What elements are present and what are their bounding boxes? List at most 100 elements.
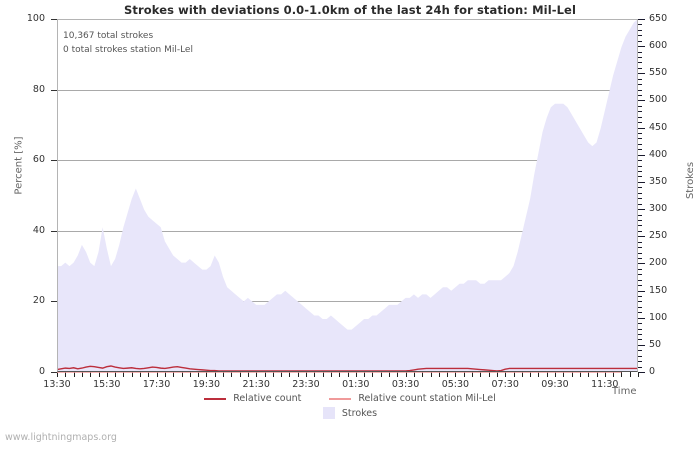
x-axis-tick-15:10	[99, 372, 100, 377]
legend-item-strokes[interactable]: Strokes	[322, 407, 377, 419]
y-axis-right-tick-590	[638, 52, 642, 53]
y-axis-left-tick-40	[51, 231, 57, 232]
x-axis-tick-19:50	[215, 372, 216, 377]
y-axis-left-title: Percent [%]	[13, 136, 25, 195]
x-axis-tick-08:10	[522, 372, 523, 377]
x-axis-tick-20:10	[223, 372, 224, 377]
x-axis-tick-22:30	[281, 372, 282, 377]
x-axis-tick-14:10	[74, 372, 75, 377]
y-axis-right-tick-10	[638, 367, 642, 368]
y-axis-right-tick-150	[638, 291, 645, 292]
y-axis-right-tick-500	[638, 100, 645, 101]
legend-item-relative-count-station[interactable]: Relative count station Mil-Lel	[329, 393, 496, 404]
y-axis-right-tick-20	[638, 361, 642, 362]
y-axis-right-tick-400	[638, 155, 645, 156]
x-axis-label-05-30: 05:30	[441, 379, 470, 390]
gridline-80	[57, 90, 638, 91]
y-axis-right-tick-460	[638, 122, 642, 123]
y-axis-right-tick-200	[638, 263, 645, 264]
y-axis-right-label-650: 650	[649, 13, 668, 24]
x-axis-tick-15:50	[115, 372, 116, 377]
x-axis-tick-01:50	[364, 372, 365, 377]
x-axis-tick-07:30	[505, 372, 506, 377]
x-axis-title: Time	[612, 386, 637, 397]
y-axis-right-tick-180	[638, 274, 642, 275]
y-axis-right-label-50: 50	[649, 338, 662, 350]
y-axis-right-tick-540	[638, 79, 642, 80]
x-axis-tick-07:10	[497, 372, 498, 377]
y-axis-right-tick-280	[638, 220, 642, 221]
x-axis-label-15-30: 15:30	[93, 379, 121, 390]
y-axis-right-tick-290	[638, 215, 642, 216]
x-axis-tick-02:50	[389, 372, 390, 377]
x-axis-tick-09:30	[555, 372, 556, 377]
series-line-relative-count	[56, 365, 638, 372]
x-axis-tick-05:50	[464, 372, 465, 377]
x-axis-tick-21:50	[265, 372, 266, 377]
y-axis-right-tick-570	[638, 62, 642, 63]
x-axis-tick-12:10	[621, 372, 622, 377]
x-axis-tick-22:10	[273, 372, 274, 377]
x-axis-label-03-30: 03:30	[391, 379, 420, 390]
y-axis-right-label-350: 350	[649, 175, 668, 187]
y-axis-right-tick-390	[638, 160, 642, 161]
x-axis-tick-06:30	[480, 372, 481, 377]
y-axis-right-tick-470	[638, 117, 642, 118]
y-axis-left-tick-20	[51, 301, 57, 302]
legend-item-relative-count[interactable]: Relative count	[204, 393, 301, 404]
y-axis-left-tick-0	[51, 372, 57, 373]
y-axis-left-label-100: 100	[26, 13, 45, 24]
legend-label-relative-count: Relative count	[233, 393, 302, 404]
x-axis-tick-20:30	[231, 372, 232, 377]
gridline-60	[57, 160, 638, 161]
y-axis-right-tick-140	[638, 296, 642, 297]
y-axis-right-tick-170	[638, 280, 642, 281]
y-axis-right-tick-490	[638, 106, 642, 107]
y-axis-right-label-500: 500	[649, 94, 668, 106]
legend-line-swatch-relative-count-station	[329, 397, 352, 400]
x-axis-tick-18:10	[173, 372, 174, 377]
y-axis-right-tick-100	[638, 318, 645, 319]
y-axis-right-tick-330	[638, 193, 642, 194]
x-axis-tick-23:10	[298, 372, 299, 377]
y-axis-right-tick-130	[638, 301, 642, 302]
y-axis-right-title: Strokes	[685, 161, 697, 200]
x-axis-tick-03:10	[397, 372, 398, 377]
x-axis-tick-12:30	[630, 372, 631, 377]
y-axis-right-tick-440	[638, 133, 642, 134]
y-axis-right-tick-480	[638, 111, 642, 112]
x-axis-tick-17:10	[148, 372, 149, 377]
x-axis-label-11-30: 11:30	[591, 379, 619, 390]
x-axis-tick-04:30	[431, 372, 432, 377]
y-axis-left-label-80: 80	[32, 83, 45, 95]
x-axis-label-09-30: 09:30	[541, 379, 569, 390]
y-axis-right-label-300: 300	[649, 203, 668, 215]
y-axis-right-label-400: 400	[649, 148, 668, 160]
y-axis-right-tick-630	[638, 30, 642, 31]
legend-row-primary: Relative count Relative count station Mi…	[0, 393, 700, 404]
y-axis-right-tick-110	[638, 312, 642, 313]
x-axis-tick-10:50	[588, 372, 589, 377]
y-axis-left-label-20: 20	[32, 295, 45, 307]
x-axis-tick-17:50	[165, 372, 166, 377]
x-axis-tick-23:50	[314, 372, 315, 377]
y-axis-right-tick-60	[638, 339, 642, 340]
x-axis-tick-18:30	[182, 372, 183, 377]
x-axis-tick-22:50	[289, 372, 290, 377]
x-axis-tick-10:30	[580, 372, 581, 377]
x-axis-tick-00:10	[323, 372, 324, 377]
y-axis-right-label-100: 100	[649, 311, 668, 323]
y-axis-left-label-40: 40	[32, 224, 45, 236]
x-axis-tick-00:30	[331, 372, 332, 377]
y-axis-right-tick-40	[638, 350, 642, 351]
y-axis-left-label-60: 60	[32, 154, 45, 166]
annotation-station-strokes: 0 total strokes station Mil-Lel	[63, 45, 193, 55]
gridline-20	[57, 301, 638, 302]
y-axis-right-tick-550	[638, 73, 645, 74]
y-axis-right-tick-50	[638, 345, 645, 346]
y-axis-right-tick-120	[638, 307, 642, 308]
y-axis-right-tick-70	[638, 334, 642, 335]
x-axis-tick-03:50	[414, 372, 415, 377]
y-axis-right-tick-350	[638, 182, 645, 183]
y-axis-right-tick-160	[638, 285, 642, 286]
